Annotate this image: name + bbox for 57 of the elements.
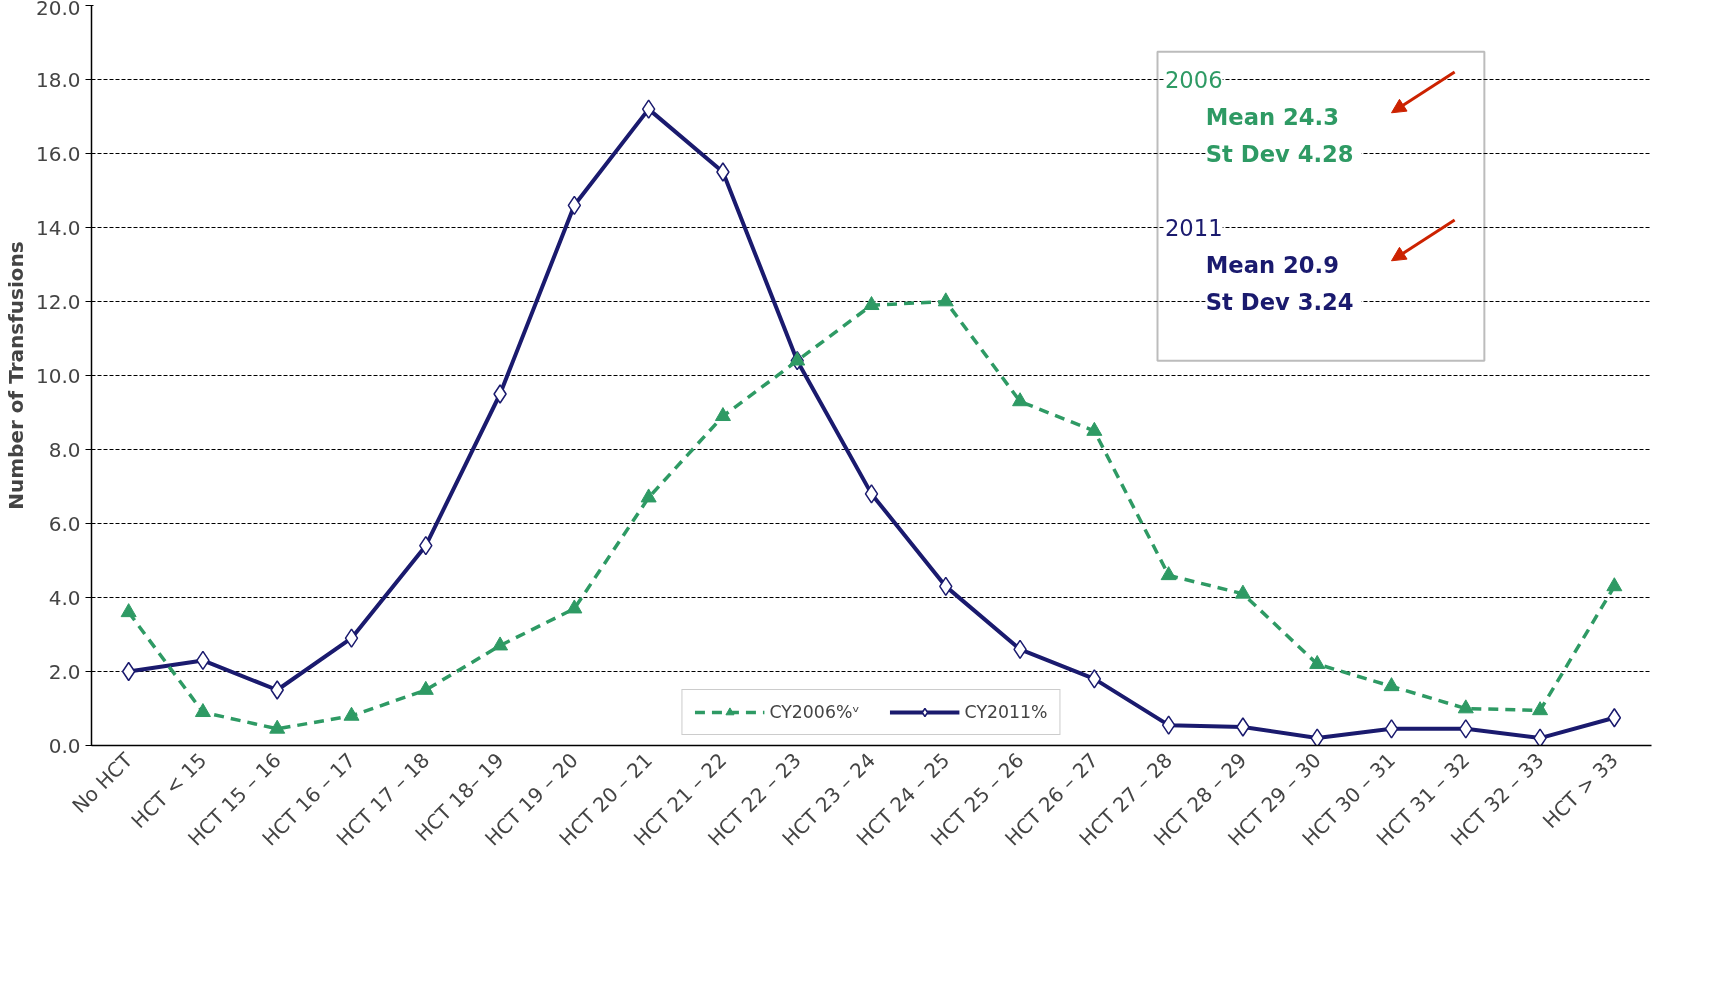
point <box>194 703 211 718</box>
point <box>567 195 582 216</box>
annotation: Mean 20.9 <box>1205 251 1339 278</box>
point <box>1383 677 1400 692</box>
point <box>1607 708 1622 728</box>
point <box>716 162 730 182</box>
point <box>344 628 359 648</box>
point <box>1309 654 1326 669</box>
y-tick-label: 12.0 <box>35 289 81 314</box>
y-axis-title: Number of Transfusions <box>3 241 28 510</box>
point <box>417 680 434 695</box>
point <box>1457 699 1474 714</box>
point <box>1012 392 1029 407</box>
y-tick-label: 8.0 <box>48 437 81 462</box>
y-tick-label: 4.0 <box>48 585 81 610</box>
y-tick-label: 0.0 <box>48 733 81 758</box>
point <box>1310 728 1324 746</box>
legend-label: CY2011% <box>964 702 1048 722</box>
point <box>1087 669 1102 689</box>
point <box>1161 715 1176 735</box>
point <box>343 706 360 721</box>
y-tick-label: 14.0 <box>35 215 81 240</box>
annotation: Mean 24.3 <box>1205 103 1339 130</box>
annotation: St Dev 4.28 <box>1205 140 1354 167</box>
point <box>714 407 731 422</box>
point <box>269 719 286 734</box>
point <box>120 603 137 618</box>
point <box>1384 719 1399 739</box>
point <box>1459 719 1473 739</box>
legend-label: CY2006%ᵛ <box>769 702 860 722</box>
point <box>641 99 656 119</box>
annotation: St Dev 3.24 <box>1205 288 1354 315</box>
point <box>121 661 136 682</box>
point <box>1236 717 1250 737</box>
point <box>493 384 507 404</box>
point <box>640 488 657 503</box>
point <box>1606 577 1623 592</box>
point <box>789 351 806 366</box>
point <box>270 680 284 700</box>
point <box>864 484 879 504</box>
point <box>566 599 583 614</box>
y-tick-label: 20.0 <box>35 0 81 20</box>
point <box>1533 728 1547 746</box>
y-tick-label: 10.0 <box>35 363 81 388</box>
y-tick-label: 16.0 <box>35 141 81 166</box>
point <box>1532 701 1549 716</box>
point <box>863 296 880 311</box>
annotation: 2006 <box>1164 67 1223 93</box>
point <box>492 636 509 651</box>
point <box>937 292 954 307</box>
point <box>1086 421 1103 436</box>
y-tick-label: 2.0 <box>48 659 81 684</box>
y-tick-label: 6.0 <box>48 511 81 536</box>
point <box>1160 566 1177 581</box>
y-tick-label: 18.0 <box>35 67 81 92</box>
point <box>1234 584 1251 599</box>
annotation: 2011 <box>1164 215 1223 241</box>
